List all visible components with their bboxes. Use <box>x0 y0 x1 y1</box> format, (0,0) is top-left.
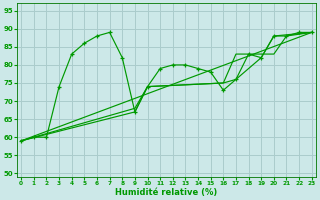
X-axis label: Humidité relative (%): Humidité relative (%) <box>115 188 218 197</box>
